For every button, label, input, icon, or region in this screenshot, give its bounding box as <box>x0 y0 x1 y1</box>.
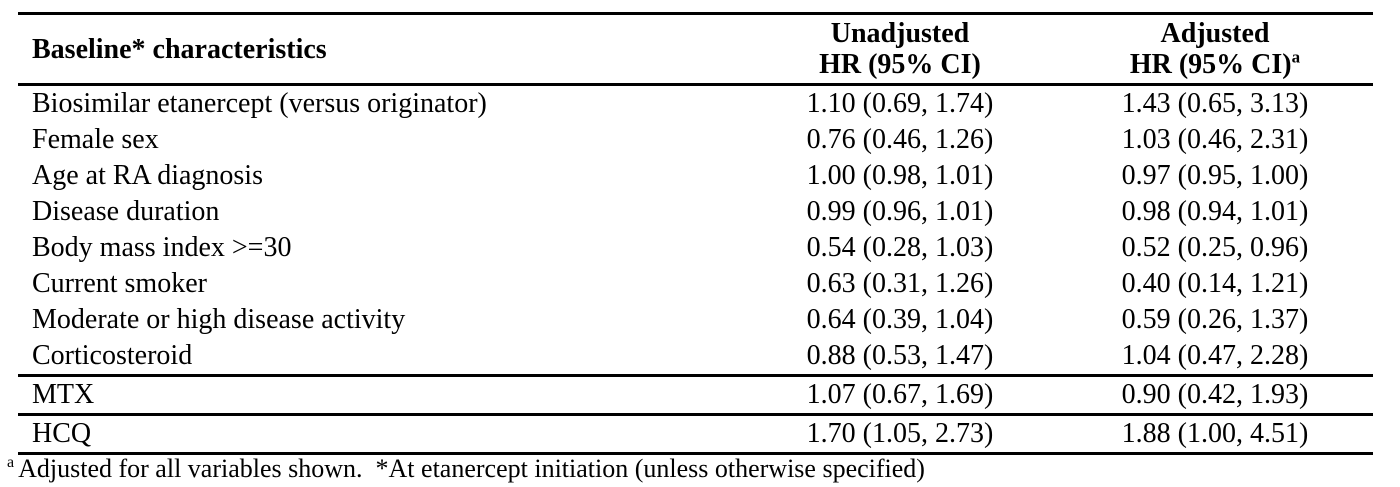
adjusted-hr-cell: 1.03 (0.46, 2.31) <box>1121 124 1309 155</box>
adjusted-header-line2: HR (95% CI) <box>1129 49 1292 80</box>
adjusted-hr-cell: 0.98 (0.94, 1.01) <box>1121 196 1309 227</box>
table-footnote: a Adjusted for all variables shown. *At e… <box>7 454 925 484</box>
characteristic-cell: Current smoker <box>32 268 207 299</box>
characteristic-cell: Corticosteroid <box>32 340 193 371</box>
column-header-unadjusted: Unadjusted HR (95% CI) <box>743 12 1057 86</box>
adjusted-header-line1: Adjusted <box>1160 18 1270 49</box>
unadjusted-hr-cell: 1.00 (0.98, 1.01) <box>806 160 994 191</box>
footnote-marker: a <box>7 454 15 472</box>
unadjusted-header-line2: HR (95% CI) <box>819 49 981 80</box>
unadjusted-hr-cell: 0.64 (0.39, 1.04) <box>806 304 994 335</box>
adjusted-hr-cell: 1.88 (1.00, 4.51) <box>1057 413 1373 455</box>
unadjusted-hr-cell: 0.88 (0.53, 1.47) <box>806 340 994 371</box>
unadjusted-hr-cell: 1.10 (0.69, 1.74) <box>806 88 994 119</box>
characteristic-cell: Female sex <box>32 124 159 155</box>
table-row: Female sex 0.76 (0.46, 1.26) 1.03 (0.46,… <box>18 122 1373 158</box>
table-header: Baseline* characteristics Unadjusted HR … <box>18 12 1373 86</box>
table-row: Disease duration 0.99 (0.96, 1.01) 0.98 … <box>18 194 1373 230</box>
characteristic-cell: Moderate or high disease activity <box>32 304 406 335</box>
hazard-ratio-table: Baseline* characteristics Unadjusted HR … <box>18 12 1373 455</box>
characteristic-cell: Age at RA diagnosis <box>32 160 263 191</box>
footnote-text: Adjusted for all variables shown. *At et… <box>18 454 925 483</box>
table-row: Moderate or high disease activity 0.64 (… <box>18 302 1373 338</box>
table-row: Current smoker 0.63 (0.31, 1.26) 0.40 (0… <box>18 266 1373 302</box>
adjusted-hr-cell: 0.90 (0.42, 1.93) <box>1057 374 1373 415</box>
unadjusted-hr-cell: 1.70 (1.05, 2.73) <box>743 413 1057 455</box>
column-header-characteristics: Baseline* characteristics <box>18 12 743 86</box>
unadjusted-hr-cell: 0.54 (0.28, 1.03) <box>806 232 994 263</box>
adjusted-hr-cell: 0.59 (0.26, 1.37) <box>1121 304 1309 335</box>
column-header-adjusted: Adjusted HR (95% CI)a <box>1057 12 1373 86</box>
table-row: Age at RA diagnosis 1.00 (0.98, 1.01) 0.… <box>18 158 1373 194</box>
adjusted-hr-cell: 0.40 (0.14, 1.21) <box>1121 268 1309 299</box>
characteristic-cell: MTX <box>18 374 743 415</box>
unadjusted-hr-cell: 0.99 (0.96, 1.01) <box>806 196 994 227</box>
adjusted-hr-cell: 0.97 (0.95, 1.00) <box>1121 160 1309 191</box>
table-row: Body mass index >=30 0.54 (0.28, 1.03) 0… <box>18 230 1373 266</box>
characteristic-cell: HCQ <box>18 413 743 455</box>
characteristic-cell: Biosimilar etanercept (versus originator… <box>32 88 487 119</box>
adjusted-hr-cell: 1.04 (0.47, 2.28) <box>1121 340 1309 371</box>
table-row-mtx: MTX 1.07 (0.67, 1.69) 0.90 (0.42, 1.93) <box>18 374 1373 415</box>
unadjusted-hr-cell: 0.63 (0.31, 1.26) <box>806 268 994 299</box>
unadjusted-hr-cell: 1.07 (0.67, 1.69) <box>743 374 1057 415</box>
unadjusted-hr-cell: 0.76 (0.46, 1.26) <box>806 124 994 155</box>
table-body: Biosimilar etanercept (versus originator… <box>18 85 1373 455</box>
adjusted-hr-cell: 1.43 (0.65, 3.13) <box>1121 88 1309 119</box>
adjusted-hr-cell: 0.52 (0.25, 0.96) <box>1121 232 1309 263</box>
table-row-hcq: HCQ 1.70 (1.05, 2.73) 1.88 (1.00, 4.51) <box>18 413 1373 455</box>
unadjusted-header-line1: Unadjusted <box>830 18 970 49</box>
header-row: Baseline* characteristics Unadjusted HR … <box>18 12 1373 86</box>
table-row: Biosimilar etanercept (versus originator… <box>18 85 1373 123</box>
characteristic-cell: Body mass index >=30 <box>32 232 292 263</box>
table-row: Corticosteroid 0.88 (0.53, 1.47) 1.04 (0… <box>18 338 1373 376</box>
characteristic-cell: Disease duration <box>32 196 220 227</box>
adjusted-header-superscript: a <box>1291 47 1301 67</box>
